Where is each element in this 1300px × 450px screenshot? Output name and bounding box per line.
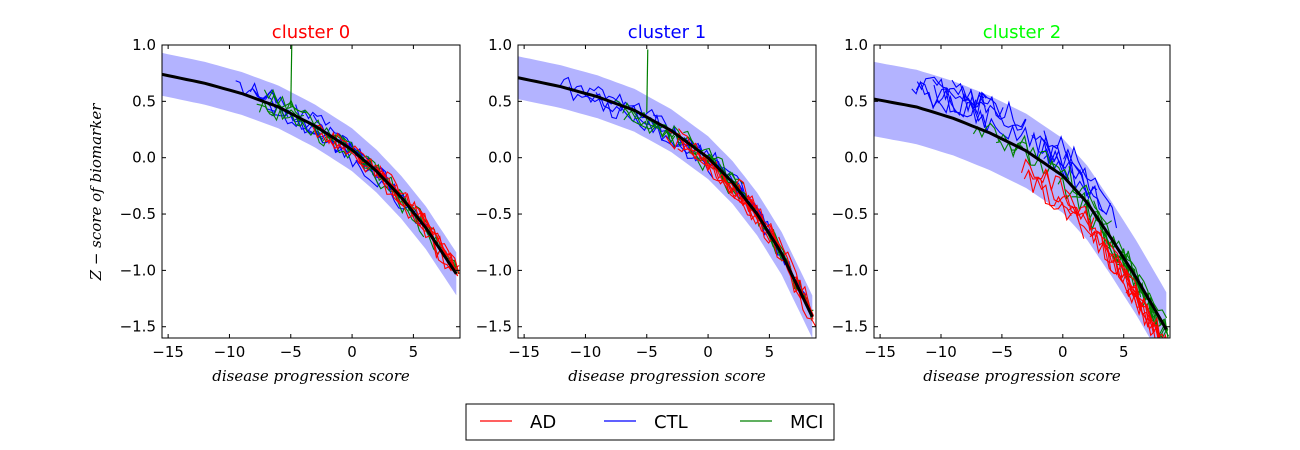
y-tick-label: 0.0 [488, 149, 512, 167]
x-tick-label: 0 [1058, 343, 1068, 361]
trajectory-mci [264, 93, 305, 118]
axes-frame [161, 44, 461, 339]
trajectory-ad [382, 171, 457, 271]
x-axis-label: disease progression score [923, 367, 1121, 385]
y-tick-label: −1.5 [476, 318, 512, 336]
plot-area [162, 45, 460, 296]
x-tick-label: −10 [570, 343, 602, 361]
x-axis-label: disease progression score [212, 367, 410, 385]
trajectory-ctl [932, 78, 985, 110]
y-axis-label: Z − score of biomarker [87, 103, 105, 282]
x-axis-label: disease progression score [568, 367, 766, 385]
y-tick-label: 0.5 [844, 92, 868, 110]
panel-2: −15 −10 −5 0 5 1.0 0.5 0.0 −0.5 −1.0 −1.5 cluster 2… [832, 22, 1171, 385]
x-tick-label: 5 [1119, 343, 1129, 361]
panel-1: −15 −10 −5 0 5 1.0 0.5 0.0 −0.5 −1.0 −1.5 cluster 1… [476, 22, 817, 385]
y-tick-label: −1.0 [120, 261, 156, 279]
x-tick-label: −15 [864, 343, 896, 361]
trajectory-ctl [1043, 130, 1118, 229]
y-tick-label: −0.5 [476, 205, 512, 223]
legend-frame [465, 403, 835, 441]
y-tick-label: 0.5 [132, 92, 156, 110]
trajectory-spike [646, 49, 649, 113]
y-tick-label: 1.0 [488, 36, 512, 54]
trajectory-ctl [951, 79, 987, 116]
trajectory-ad [328, 132, 399, 203]
trajectory-ad [1020, 158, 1095, 232]
y-tick-label: 1.0 [132, 36, 156, 54]
trajectory-ad [1028, 170, 1072, 216]
trajectory-ad [410, 211, 459, 277]
trajectory-ctl [978, 92, 1026, 128]
panel-title: cluster 2 [983, 22, 1061, 43]
trajectory-ad [1125, 287, 1159, 338]
trajectory-ctl [915, 81, 990, 128]
y-tick-label: 0.0 [844, 149, 868, 167]
y-tick-label: −1.0 [832, 261, 868, 279]
x-tick-label: −10 [214, 343, 246, 361]
axes-frame [517, 44, 817, 339]
legend-label-ctl: CTL [654, 412, 688, 433]
mean-curve [874, 97, 1168, 331]
panel-0: −15 −10 −5 0 5 1.0 0.5 0.0 −0.5 −1.0 −1.5 cluster 0… [120, 22, 461, 385]
x-tick-label: −5 [280, 343, 302, 361]
y-tick-label: 0.0 [132, 149, 156, 167]
confidence-band [162, 52, 457, 296]
trajectory-ctl [586, 93, 652, 126]
confidence-band [518, 56, 813, 338]
plot-area [518, 49, 816, 338]
trajectory-ad [312, 126, 348, 150]
legend: AD CTL MCI [465, 403, 835, 441]
trajectory-ctl [568, 86, 600, 103]
x-tick-label: −15 [508, 343, 540, 361]
x-tick-label: 0 [703, 343, 713, 361]
y-tick-label: −1.0 [476, 261, 512, 279]
trajectory-mci [1068, 166, 1113, 226]
y-tick-label: 0.5 [488, 92, 512, 110]
y-tick-label: −0.5 [832, 205, 868, 223]
x-tick-label: 5 [765, 343, 775, 361]
panel-title: cluster 1 [628, 22, 706, 43]
legend-label-ad: AD [530, 412, 556, 433]
mean-curve [518, 76, 814, 318]
trajectory-ctl [969, 89, 1027, 131]
trajectory-mci [614, 99, 676, 144]
trajectory-ctl [1036, 136, 1089, 195]
trajectory-ad [1126, 288, 1160, 338]
trajectory-ad [1100, 229, 1153, 328]
y-tick-label: −1.5 [832, 318, 868, 336]
axes-frame [873, 44, 1171, 339]
y-tick-label: −1.5 [120, 318, 156, 336]
trajectory-mci [683, 130, 744, 185]
x-tick-label: −5 [991, 343, 1013, 361]
panels: −15 −10 −5 0 5 1.0 0.5 0.0 −0.5 −1.0 −1.5 cluster 0… [120, 22, 1171, 385]
legend-label-mci: MCI [790, 412, 823, 433]
panel-title: cluster 0 [272, 22, 350, 43]
x-tick-label: −5 [636, 343, 658, 361]
x-tick-label: 0 [347, 343, 357, 361]
x-tick-label: −15 [152, 343, 184, 361]
trajectory-ctl [355, 160, 408, 210]
x-tick-label: −10 [925, 343, 957, 361]
y-tick-label: 1.0 [844, 36, 868, 54]
x-tick-label: 5 [409, 343, 419, 361]
mean-curve [162, 72, 458, 275]
plot-area [874, 61, 1170, 338]
confidence-band [874, 61, 1167, 338]
y-tick-label: −0.5 [120, 205, 156, 223]
trajectory-ad [1040, 180, 1085, 239]
trajectory-spike [290, 45, 293, 107]
trajectory-ctl [964, 92, 1004, 119]
